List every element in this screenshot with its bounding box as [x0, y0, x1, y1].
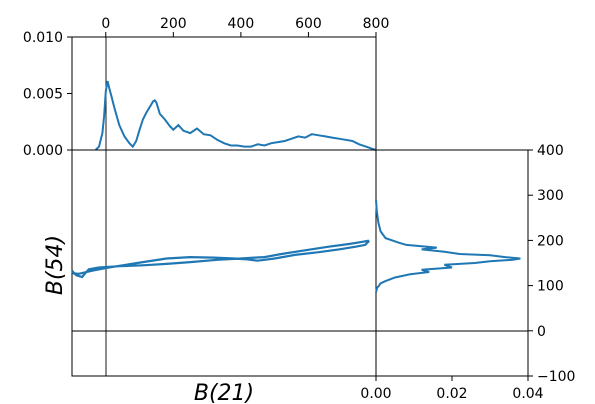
main-loop-curve — [71, 239, 370, 279]
top-x-tick-label: 600 — [295, 16, 322, 32]
right-y-tick-label: 400 — [537, 143, 564, 159]
top-marginal-density-line — [94, 80, 377, 151]
top-y-tick-label: 0.005 — [23, 87, 63, 103]
right-y-tick-label: 0 — [537, 324, 546, 340]
top-marginal-panel: 0 200 400 800 600 0.000 0.005 0.010 — [23, 16, 389, 159]
main-y-axis-label: B(54) — [43, 235, 68, 295]
top-x-tick-label: 400 — [228, 16, 255, 32]
right-y-tick-label: −100 — [537, 369, 575, 385]
top-panel-frame — [71, 36, 377, 151]
top-x-tick-label: 200 — [160, 16, 187, 32]
right-panel-frame — [375, 149, 529, 377]
top-x-tick-label: 0 — [101, 16, 110, 32]
top-y-tick-label: 0.010 — [23, 30, 63, 46]
right-y-tick-label: 300 — [537, 188, 564, 204]
main-panel: B(21) B(54) — [43, 149, 528, 404]
top-x-tick-label: 800 — [363, 16, 390, 32]
right-marginal-panel: 0.00 0.02 0.04 −100 0 100 200 300 400 — [360, 143, 575, 402]
main-x-axis-label: B(21) — [194, 381, 254, 404]
main-panel-frame — [71, 149, 377, 377]
top-y-tick-label: 0.000 — [23, 143, 63, 159]
right-y-tick-label: 200 — [537, 233, 564, 249]
right-x-tick-label: 0.04 — [512, 386, 543, 402]
right-marginal-density-line — [375, 199, 521, 293]
right-x-tick-label: 0.02 — [436, 386, 467, 402]
right-y-tick-label: 100 — [537, 279, 564, 295]
right-x-tick-label: 0.00 — [360, 386, 391, 402]
